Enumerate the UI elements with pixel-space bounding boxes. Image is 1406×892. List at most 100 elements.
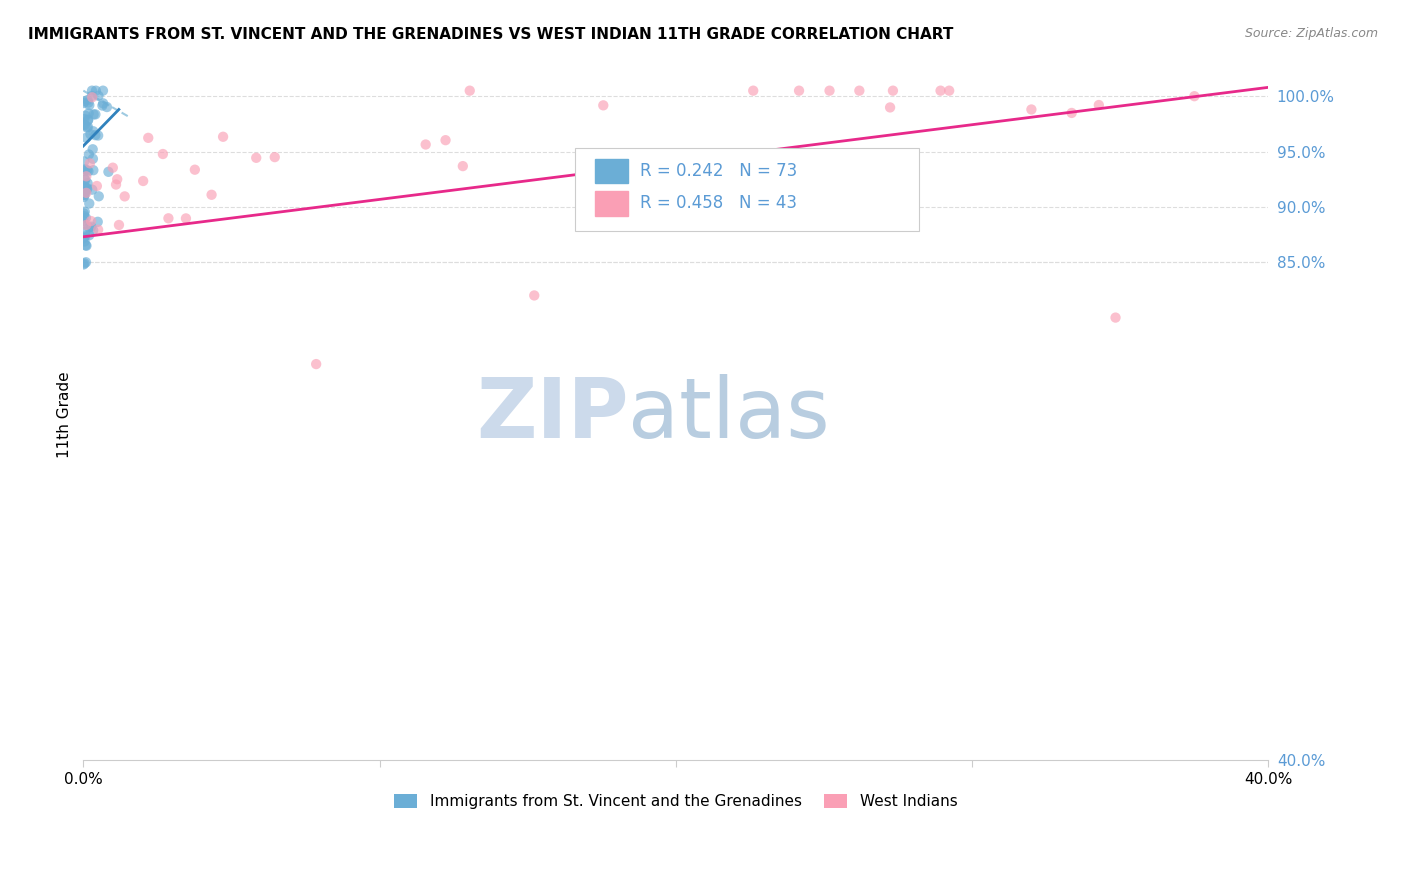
Point [87,215,110,229]
Point [105,172,128,186]
Point [73,154,96,169]
Point [80,89,103,103]
Point [77,120,100,134]
Point [73,172,96,186]
Point [458,84,481,98]
Point [82,142,104,156]
Point [787,84,810,98]
Point [76,181,98,195]
Point [82,183,104,197]
Point [415,137,437,152]
Point [1088,98,1111,112]
Point [184,162,207,177]
Point [75,238,97,252]
Point [96,100,118,114]
Point [76,163,98,178]
Point [76,182,98,196]
Point [818,84,841,98]
Point [1104,310,1126,325]
Point [1060,106,1083,120]
Point [72,214,94,228]
Point [73,204,96,219]
Point [79,98,101,112]
Point [263,150,285,164]
Point [72,95,94,109]
Text: R = 0.458   N = 43: R = 0.458 N = 43 [640,194,797,212]
Point [75,225,97,239]
Point [75,238,97,252]
Point [1021,103,1043,117]
Point [75,162,97,177]
Point [84,107,107,121]
Point [114,189,136,203]
Point [72,188,94,202]
Point [77,196,100,211]
Text: IMMIGRANTS FROM ST. VINCENT AND THE GRENADINES VS WEST INDIAN 11TH GRADE CORRELA: IMMIGRANTS FROM ST. VINCENT AND THE GREN… [28,27,953,42]
Point [75,185,97,199]
Point [77,147,100,161]
Point [73,179,96,194]
Point [212,129,235,144]
Point [75,229,97,244]
Point [87,189,110,203]
Point [87,88,110,103]
Point [523,288,546,302]
Point [848,84,870,98]
Point [87,128,110,143]
Point [108,218,131,232]
Point [73,217,96,231]
Point [305,357,328,371]
Point [87,223,110,237]
Point [91,96,114,111]
Point [592,98,614,112]
Point [82,124,104,138]
Point [76,93,98,107]
Point [105,178,128,192]
Point [75,255,97,269]
Point [97,165,120,179]
Point [73,186,96,200]
Point [73,206,96,220]
Point [938,84,960,98]
Point [75,169,97,184]
Y-axis label: 11th Grade: 11th Grade [58,371,72,458]
Point [72,118,94,132]
Point [73,112,96,126]
Point [929,84,952,98]
FancyBboxPatch shape [575,148,918,231]
Point [434,133,457,147]
Point [80,219,103,234]
Point [76,176,98,190]
Point [879,100,901,114]
Point [75,130,97,145]
Point [77,164,100,178]
Point [77,228,100,243]
Point [73,256,96,270]
Point [84,128,107,143]
Point [80,84,103,98]
Point [72,257,94,271]
Point [77,95,100,110]
Text: R = 0.242   N = 73: R = 0.242 N = 73 [640,162,797,180]
Legend: Immigrants from St. Vincent and the Grenadines, West Indians: Immigrants from St. Vincent and the Gren… [388,788,963,815]
Point [73,235,96,249]
Point [83,107,105,121]
Point [75,109,97,123]
Point [82,223,104,237]
Point [73,188,96,202]
Point [152,147,174,161]
Point [742,84,765,98]
Point [82,152,104,166]
Point [136,131,159,145]
Point [91,84,114,98]
Point [157,211,180,226]
Point [73,209,96,223]
Point [91,98,114,112]
Text: Source: ZipAtlas.com: Source: ZipAtlas.com [1244,27,1378,40]
Point [79,156,101,170]
Point [75,211,97,225]
Point [84,84,107,98]
Point [72,231,94,245]
Point [101,161,124,175]
Point [77,106,100,120]
